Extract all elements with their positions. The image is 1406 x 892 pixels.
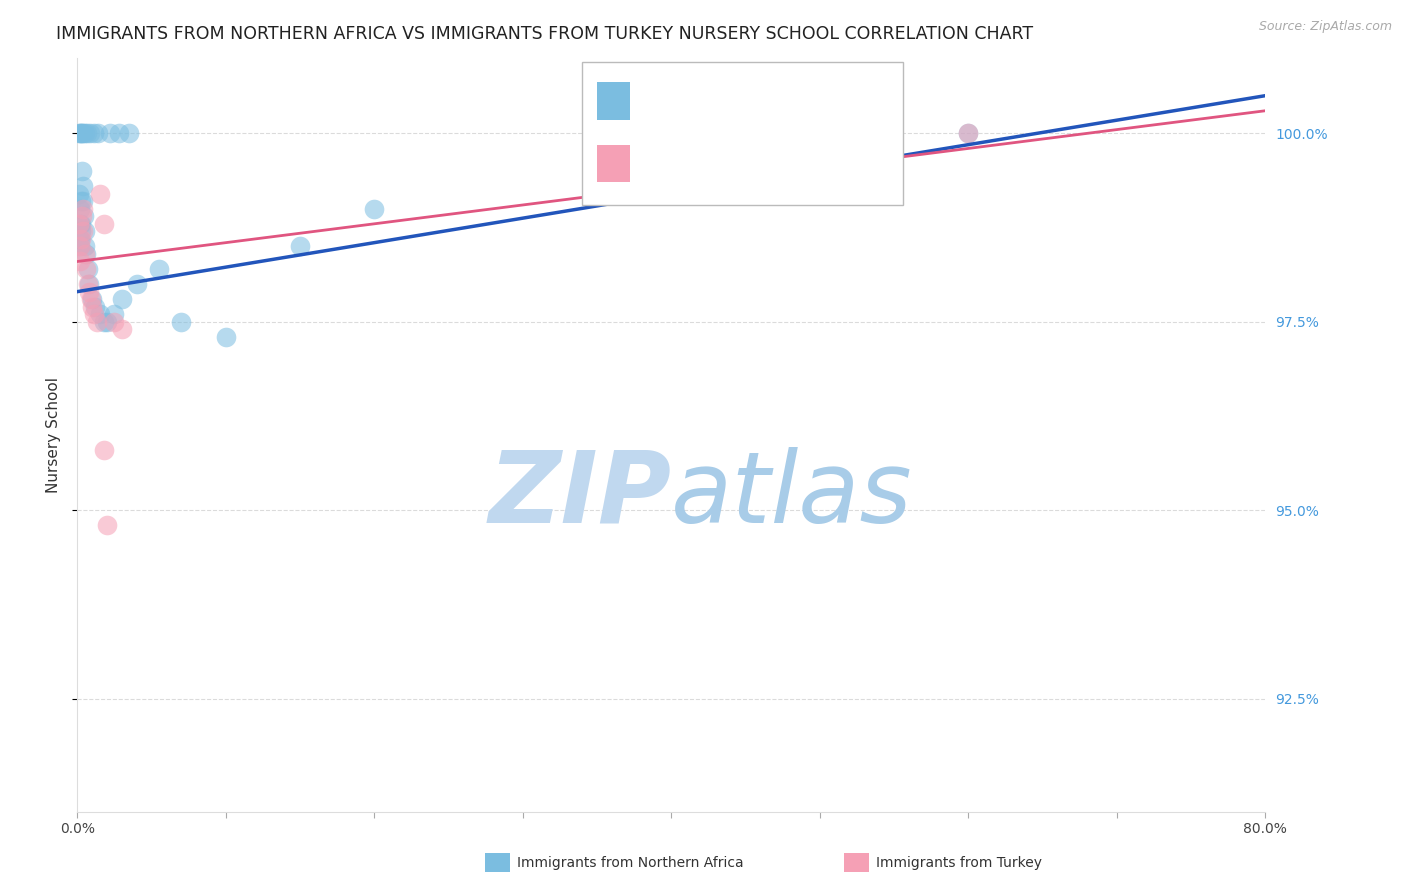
Point [70, 194, 93, 209]
Point [69, 254, 91, 268]
Text: Immigrants from Turkey: Immigrants from Turkey [876, 855, 1042, 870]
Point [170, 315, 193, 329]
Text: N = 44: N = 44 [782, 92, 845, 110]
Point [70, 164, 93, 178]
Point [96, 315, 118, 329]
Text: ZIP: ZIP [488, 447, 672, 543]
Point [86, 315, 108, 329]
Point [70, 126, 93, 140]
Point [89, 186, 111, 201]
Point [76, 262, 98, 277]
Point [288, 239, 311, 253]
Point [76, 126, 98, 140]
Point [75, 239, 97, 253]
Point [93, 217, 115, 231]
Point [69, 232, 91, 246]
Point [75, 247, 97, 261]
Y-axis label: Nursery School: Nursery School [45, 376, 60, 493]
Text: atlas: atlas [672, 447, 912, 543]
Point [67, 126, 90, 140]
Point [84, 300, 107, 314]
Text: IMMIGRANTS FROM NORTHERN AFRICA VS IMMIGRANTS FROM TURKEY NURSERY SCHOOL CORRELA: IMMIGRANTS FROM NORTHERN AFRICA VS IMMIG… [56, 25, 1033, 43]
Text: Source: ZipAtlas.com: Source: ZipAtlas.com [1258, 20, 1392, 33]
Point [70, 232, 93, 246]
Point [111, 322, 134, 336]
Point [98, 126, 121, 140]
Point [69, 202, 91, 216]
Point [70, 209, 93, 223]
Point [103, 315, 125, 329]
Text: N = 22: N = 22 [782, 154, 845, 172]
Point [82, 300, 104, 314]
Point [69, 217, 91, 231]
Point [73, 209, 96, 223]
Point [957, 126, 980, 140]
Point [103, 307, 125, 321]
Point [89, 307, 111, 321]
Point [82, 292, 104, 306]
Point [83, 307, 105, 321]
Point [70, 217, 93, 231]
Point [69, 224, 91, 238]
Text: R = 0.578: R = 0.578 [648, 92, 738, 110]
Point [72, 179, 94, 194]
Point [96, 518, 118, 533]
Point [69, 126, 91, 140]
Point [957, 126, 980, 140]
Point [111, 292, 134, 306]
Point [72, 194, 94, 209]
Point [83, 126, 105, 140]
Point [148, 262, 170, 277]
Point [75, 262, 97, 277]
FancyBboxPatch shape [596, 82, 630, 120]
Point [87, 126, 110, 140]
Point [72, 126, 94, 140]
Point [72, 224, 94, 238]
Point [215, 330, 238, 344]
Point [72, 202, 94, 216]
Point [76, 277, 98, 291]
Point [108, 126, 131, 140]
Text: R = 0.291: R = 0.291 [648, 154, 738, 172]
Point [69, 239, 91, 253]
Point [363, 202, 385, 216]
Point [118, 126, 141, 140]
Text: Immigrants from Northern Africa: Immigrants from Northern Africa [517, 855, 744, 870]
Point [73, 126, 96, 140]
FancyBboxPatch shape [582, 62, 903, 205]
Point [73, 224, 96, 238]
Point [93, 442, 115, 457]
Point [67, 217, 90, 231]
Point [93, 315, 115, 329]
Point [77, 285, 100, 299]
Point [125, 277, 148, 291]
Point [73, 247, 96, 261]
FancyBboxPatch shape [596, 145, 630, 182]
Point [69, 239, 91, 253]
Point [77, 277, 100, 291]
Point [67, 186, 90, 201]
Point [80, 292, 103, 306]
Point [69, 126, 91, 140]
Point [79, 126, 101, 140]
